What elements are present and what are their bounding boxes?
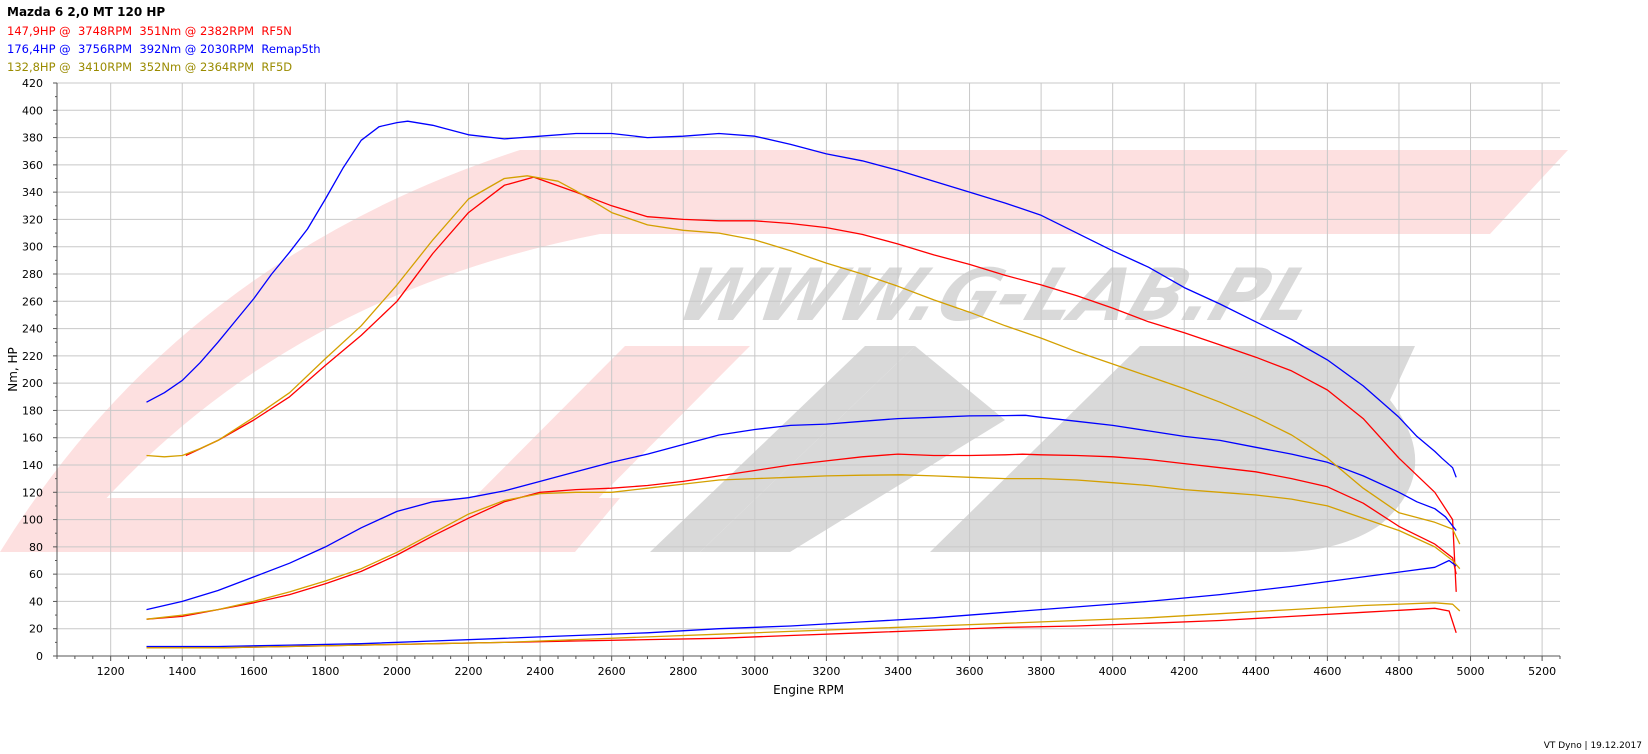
y-tick-label: 80 bbox=[29, 541, 43, 554]
legend-line-rf5d: 132,8HP @ 3410RPM 352Nm @ 2364RPM RF5D bbox=[7, 60, 293, 74]
x-tick-label: 1600 bbox=[240, 665, 268, 678]
x-tick-label: 4000 bbox=[1099, 665, 1127, 678]
x-tick-label: 3400 bbox=[884, 665, 912, 678]
series-rf5d-boost bbox=[146, 602, 1461, 649]
legend-line-rf5n: 147,9HP @ 3748RPM 351Nm @ 2382RPM RF5N bbox=[7, 24, 292, 38]
y-tick-label: 340 bbox=[22, 186, 43, 199]
dyno-chart: WWW.G-LAB.PL 1200 1400 1600 1800 2000 2200 240… bbox=[0, 77, 1568, 697]
y-tick-label: 280 bbox=[22, 268, 43, 281]
y-tick-label: 360 bbox=[22, 159, 43, 172]
series-rf5d-torque bbox=[146, 175, 1461, 545]
series-rf5n-torque bbox=[185, 176, 1457, 592]
chart-title: Mazda 6 2,0 MT 120 HP bbox=[7, 5, 166, 19]
x-tick-label: 3200 bbox=[812, 665, 840, 678]
watermark-l2 bbox=[700, 346, 1005, 552]
y-tick-label: 400 bbox=[22, 104, 43, 117]
footer-credit: VT Dyno | 19.12.2017 bbox=[1543, 741, 1642, 751]
x-tick-label: 2600 bbox=[598, 665, 626, 678]
y-tick-label: 180 bbox=[22, 404, 43, 417]
x-axis-label: Engine RPM bbox=[773, 683, 844, 697]
series-remap5th-torque bbox=[146, 120, 1457, 478]
x-tick-label: 2800 bbox=[669, 665, 697, 678]
y-tick-label: 40 bbox=[29, 595, 43, 608]
y-tick-label: 60 bbox=[29, 568, 43, 581]
watermark-swoosh bbox=[0, 150, 1568, 552]
series-rf5n-power bbox=[146, 453, 1457, 620]
x-tick-label: 1800 bbox=[311, 665, 339, 678]
series-remap5th-power bbox=[146, 414, 1457, 611]
series-lines bbox=[146, 120, 1461, 649]
y-tick-label: 100 bbox=[22, 514, 43, 527]
x-tick-label: 4800 bbox=[1385, 665, 1413, 678]
watermark-text: WWW.G-LAB.PL bbox=[667, 253, 1328, 337]
x-tick-label: 3000 bbox=[741, 665, 769, 678]
x-tick-label: 4200 bbox=[1170, 665, 1198, 678]
y-tick-label: 200 bbox=[22, 377, 43, 390]
y-tick-label: 120 bbox=[22, 486, 43, 499]
y-tick-label: 420 bbox=[22, 77, 43, 90]
y-tick-label: 260 bbox=[22, 295, 43, 308]
x-tick-label: 5000 bbox=[1457, 665, 1485, 678]
watermark-l1 bbox=[650, 346, 915, 552]
x-tick-label: 4400 bbox=[1242, 665, 1270, 678]
series-rf5d-power bbox=[146, 474, 1461, 620]
y-tick-label: 300 bbox=[22, 241, 43, 254]
y-tick-label: 0 bbox=[36, 650, 43, 663]
x-tick-label: 2000 bbox=[383, 665, 411, 678]
x-tick-label: 1200 bbox=[97, 665, 125, 678]
watermark-logo: WWW.G-LAB.PL bbox=[0, 150, 1568, 552]
x-tick-label: 2400 bbox=[526, 665, 554, 678]
series-rf5n-boost bbox=[146, 607, 1457, 649]
x-tick-label: 5200 bbox=[1528, 665, 1556, 678]
legend-line-remap5th: 176,4HP @ 3756RPM 392Nm @ 2030RPM Remap5… bbox=[7, 42, 321, 56]
series-remap5th-boost bbox=[146, 559, 1457, 648]
y-tick-label: 240 bbox=[22, 323, 43, 336]
y-tick-label: 140 bbox=[22, 459, 43, 472]
y-tick-label: 160 bbox=[22, 432, 43, 445]
y-tick-label: 380 bbox=[22, 132, 43, 145]
x-tick-label: 4600 bbox=[1313, 665, 1341, 678]
x-tick-label: 3600 bbox=[956, 665, 984, 678]
axes: 1200 1400 1600 1800 2000 2200 2400 2600 2800 3000… bbox=[22, 77, 1561, 678]
x-tick-label: 3800 bbox=[1027, 665, 1055, 678]
y-tick-label: 20 bbox=[29, 623, 43, 636]
y-tick-label: 320 bbox=[22, 213, 43, 226]
y-tick-label: 220 bbox=[22, 350, 43, 363]
y-axis-label: Nm, HP bbox=[6, 347, 20, 392]
x-tick-label: 1400 bbox=[168, 665, 196, 678]
x-tick-label: 2200 bbox=[455, 665, 483, 678]
watermark-b bbox=[930, 346, 1416, 552]
